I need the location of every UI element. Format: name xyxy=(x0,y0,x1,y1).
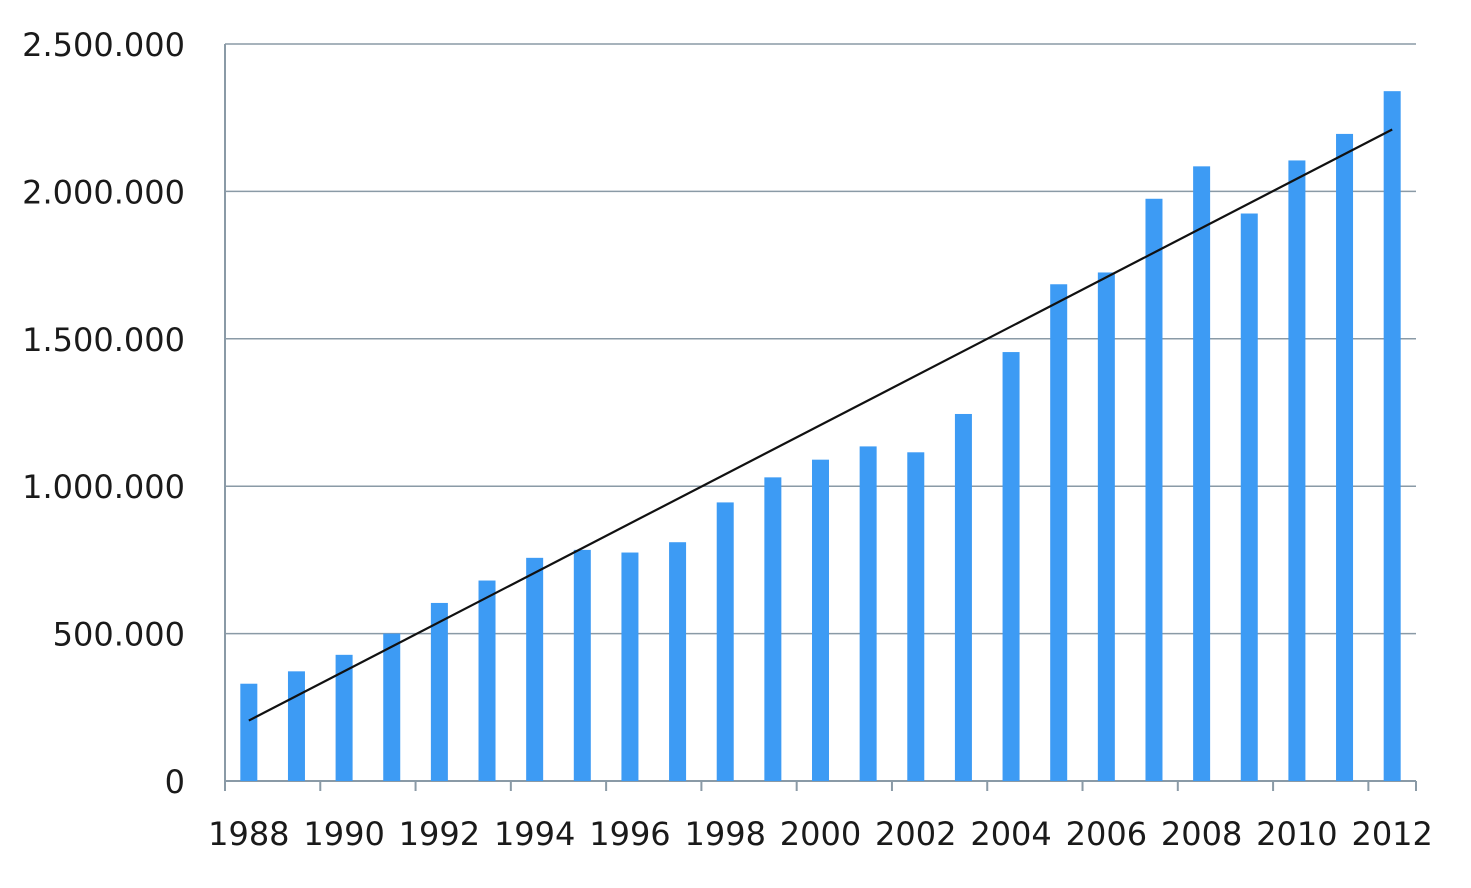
x-tick-label: 2010 xyxy=(1256,815,1337,853)
x-tick-label: 2002 xyxy=(875,815,956,853)
bar-1989 xyxy=(287,671,305,781)
x-tick-label: 2006 xyxy=(1066,815,1147,853)
bar-2003 xyxy=(954,413,972,781)
y-tick-label: 1.500.000 xyxy=(22,321,185,359)
bar-1992 xyxy=(430,602,448,781)
bar-1988 xyxy=(240,683,258,781)
y-tick-label: 2.500.000 xyxy=(22,26,185,64)
y-axis-tick-labels: 0 500.000 1.000.000 1.500.000 2.000.000 2.500… xyxy=(22,26,185,801)
x-tick-label: 1996 xyxy=(589,815,670,853)
x-axis-tick-labels: 1988 1990 1992 1994 1996 1998 2000 2002 2004 2006… xyxy=(208,815,1433,853)
x-tick-label: 2004 xyxy=(970,815,1051,853)
x-tick-label: 2000 xyxy=(780,815,861,853)
bars xyxy=(240,91,1401,782)
bar-2001 xyxy=(859,446,877,781)
bar-1997 xyxy=(669,542,687,781)
y-tick-label: 0 xyxy=(165,763,185,801)
x-tick-label: 2012 xyxy=(1351,815,1432,853)
bar-2007 xyxy=(1145,198,1163,781)
bar-1990 xyxy=(335,654,353,781)
x-tick-label: 1990 xyxy=(303,815,384,853)
bar-1991 xyxy=(383,633,401,781)
bar-2006 xyxy=(1097,272,1115,781)
bar-1995 xyxy=(573,549,591,781)
x-tick-label: 1992 xyxy=(399,815,480,853)
bar-2005 xyxy=(1050,284,1068,781)
bar-2009 xyxy=(1240,213,1258,781)
bar-2002 xyxy=(907,452,925,781)
y-tick-label: 2.000.000 xyxy=(22,173,185,211)
x-tick-label: 2008 xyxy=(1161,815,1242,853)
bar-1998 xyxy=(716,502,734,781)
x-tick-label: 1998 xyxy=(685,815,766,853)
bar-1994 xyxy=(526,557,544,781)
bar-2012 xyxy=(1383,91,1401,782)
bar-2010 xyxy=(1288,160,1306,782)
y-tick-label: 500.000 xyxy=(53,616,185,654)
y-tick-label: 1.000.000 xyxy=(22,468,185,506)
bar-1993 xyxy=(478,580,496,781)
bar-2011 xyxy=(1336,133,1354,781)
bar-2008 xyxy=(1193,166,1211,782)
x-tick-label: 1988 xyxy=(208,815,289,853)
bar-1996 xyxy=(621,552,639,781)
linear-trendline xyxy=(248,128,1393,722)
gridlines xyxy=(225,43,1416,635)
bar-1999 xyxy=(764,477,782,781)
bar-2000 xyxy=(812,459,829,781)
x-tick-label: 1994 xyxy=(494,815,575,853)
bar-2004 xyxy=(1002,352,1020,781)
trendline xyxy=(248,128,1393,722)
